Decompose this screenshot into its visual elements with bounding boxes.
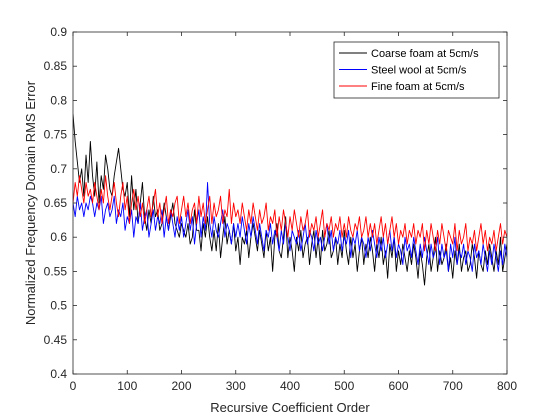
x-tick-label-5: 500 (334, 379, 354, 393)
y-tick-label-4: 0.6 (50, 230, 67, 244)
plot-layer (73, 114, 507, 286)
y-tick-label-6: 0.7 (50, 162, 67, 176)
y-tick-label-9: 0.85 (44, 59, 68, 73)
legend: Coarse foam at 5cm/s Steel wool at 5cm/s F… (333, 41, 500, 99)
y-tick-label-5: 0.65 (44, 196, 68, 210)
series-line-1 (73, 114, 507, 286)
legend-label-2: Steel wool at 5cm/s (371, 65, 467, 77)
legend-label-1: Coarse foam at 5cm/s (371, 48, 479, 60)
x-tick-label-1: 100 (117, 379, 137, 393)
y-tick-label-10: 0.9 (50, 25, 67, 39)
x-axis-label: Recursive Coefficient Order (210, 400, 370, 415)
series-line-3 (73, 175, 507, 252)
x-tick-label-6: 600 (388, 379, 408, 393)
x-tick-label-4: 400 (280, 379, 300, 393)
legend-label-3: Fine foam at 5cm/s (371, 81, 465, 93)
y-tick-label-1: 0.45 (44, 333, 68, 347)
x-tick-label-2: 200 (171, 379, 191, 393)
y-tick-label-7: 0.75 (44, 128, 68, 142)
y-tick-label-2: 0.5 (50, 299, 67, 313)
y-axis-label: Normalized Frequency Domain RMS Error (23, 80, 38, 325)
x-tick-label-3: 300 (226, 379, 246, 393)
y-tick-label-8: 0.8 (50, 93, 67, 107)
axes-layer: 0 100 200 300 400 500 600 700 800 0.4 0.45 0.5 0.55 0… (44, 25, 518, 393)
y-tick-label-0: 0.4 (50, 367, 67, 381)
y-tick-label-3: 0.55 (44, 264, 68, 278)
x-tick-label-0: 0 (70, 379, 77, 393)
x-tick-label-8: 800 (497, 379, 517, 393)
x-tick-label-7: 700 (443, 379, 463, 393)
